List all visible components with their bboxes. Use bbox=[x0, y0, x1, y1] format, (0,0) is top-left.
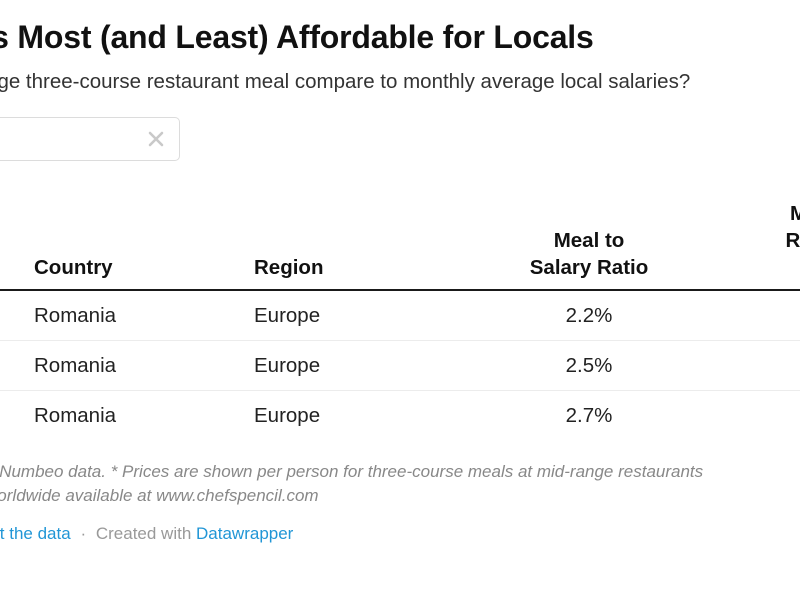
page-title: Eating Out Is Most (and Least) Affordabl… bbox=[0, 19, 594, 55]
chart-canvas: Eating Out Is Most (and Least) Affordabl… bbox=[0, 19, 800, 546]
cell-ratio: 2.5% bbox=[464, 340, 714, 391]
cell-region: Europe bbox=[254, 404, 321, 427]
column-header-region[interactable]: Region bbox=[244, 200, 464, 291]
datawrapper-link[interactable]: Datawrapper bbox=[196, 524, 294, 543]
cell-price bbox=[714, 391, 800, 441]
cell-ratio: 2.2% bbox=[464, 290, 714, 341]
get-the-data-link[interactable]: Get the data bbox=[0, 524, 71, 543]
footer-separator: · bbox=[80, 524, 87, 543]
column-header-mid-range-restaurant-price[interactable]: Mid-range Restaurant Price* bbox=[714, 200, 800, 291]
column-header-line: Meal to bbox=[553, 229, 625, 252]
column-header-country[interactable]: Country bbox=[24, 200, 244, 291]
table-row: Bucharest Romania Europe 2.5% bbox=[0, 340, 800, 391]
cell-ratio: 2.7% bbox=[565, 404, 613, 427]
chart-subtitle: How does a mid-range three-course restau… bbox=[0, 70, 691, 93]
column-header-city[interactable]: City bbox=[0, 200, 24, 291]
cell-country: Romania bbox=[34, 404, 117, 427]
close-icon[interactable] bbox=[145, 128, 167, 150]
table-search-row bbox=[0, 95, 800, 166]
cell-price bbox=[714, 290, 800, 341]
cell-country: Romania bbox=[24, 340, 244, 391]
search-input[interactable] bbox=[0, 118, 135, 160]
cell-region: Europe bbox=[244, 290, 464, 341]
cell-region: Europe bbox=[244, 340, 464, 391]
table-row: Timisoara Romania Europe 2.7% bbox=[0, 391, 800, 441]
column-header-line: Restaurant bbox=[785, 229, 800, 252]
table-header-row: City Country Region Meal to Salary Ratio… bbox=[0, 200, 800, 291]
footer-created-with-label: Created with bbox=[95, 524, 192, 543]
column-header-line: Salary Ratio bbox=[529, 256, 649, 279]
cell-city: Cluj-Napoca bbox=[0, 290, 24, 341]
table-row: Cluj-Napoca Romania Europe 2.2% bbox=[0, 290, 800, 341]
column-header-meal-to-salary-ratio[interactable]: Meal to Salary Ratio bbox=[464, 200, 714, 291]
table-body: Cluj-Napoca Romania Europe 2.2% Buchares… bbox=[0, 290, 800, 440]
data-table: City Country Region Meal to Salary Ratio… bbox=[0, 200, 800, 440]
chart-note-line: Chefs Pencil analysis of Numbeo data. * … bbox=[0, 462, 704, 481]
chart-footer: · Source: Numbeo · Get the data · Create… bbox=[0, 508, 800, 546]
cell-city: Bucharest bbox=[0, 340, 24, 391]
chart-notes: Chefs Pencil analysis of Numbeo data. * … bbox=[0, 440, 800, 508]
cell-city: Timisoara bbox=[0, 391, 24, 441]
chart-note-line: Full data for 200 cities worldwide avail… bbox=[0, 486, 319, 505]
column-header-line: Mid-range bbox=[790, 202, 800, 225]
table-head: City Country Region Meal to Salary Ratio… bbox=[0, 200, 800, 291]
cell-country: Romania bbox=[24, 290, 244, 341]
search-box[interactable] bbox=[0, 117, 180, 161]
cell-price bbox=[714, 340, 800, 391]
